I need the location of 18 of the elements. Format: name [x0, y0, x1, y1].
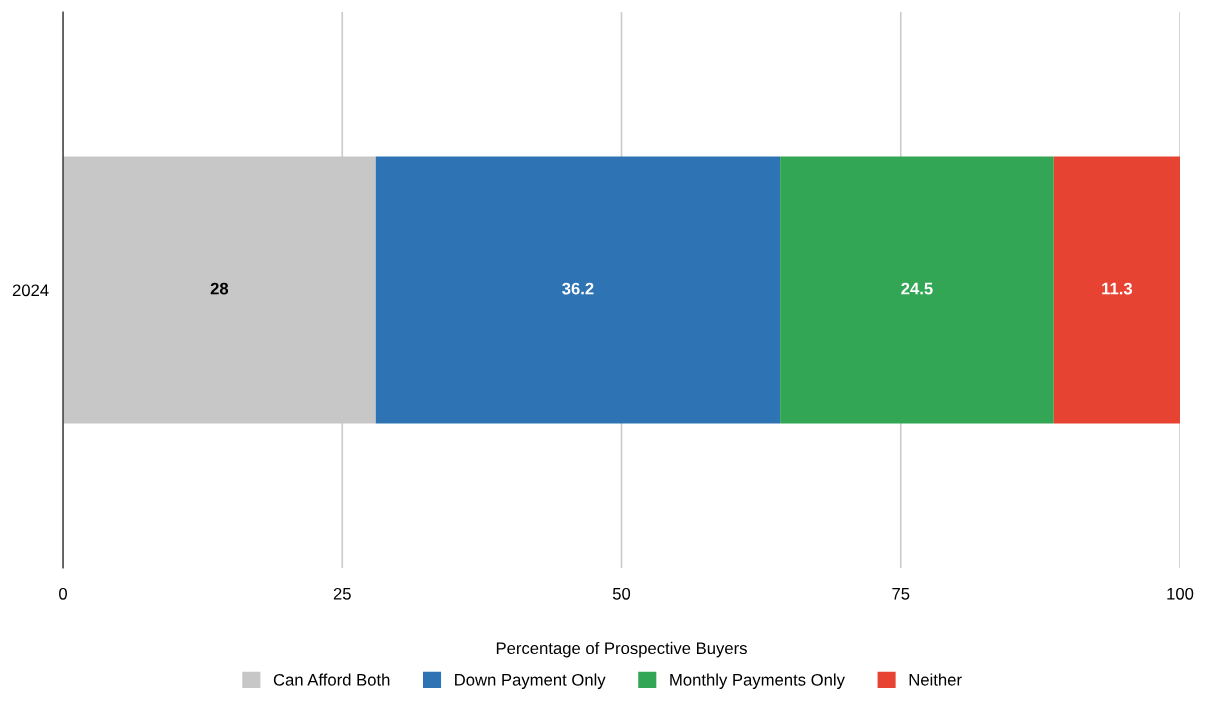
x-axis-title: Percentage of Prospective Buyers	[496, 641, 747, 658]
x-tick-label: 25	[333, 587, 351, 600]
y-tick-label: 2024	[12, 284, 49, 297]
bar	[375, 156, 781, 424]
legend-label: Monthly Payments Only	[670, 673, 845, 689]
x-tick-label: 0	[59, 587, 67, 600]
data-label: 36.2	[562, 282, 594, 295]
x-tick-label: 100	[1167, 587, 1194, 600]
legend-label: Down Payment Only	[455, 673, 606, 689]
bar	[1053, 156, 1180, 424]
legend-label: Can Afford Both	[273, 673, 390, 686]
data-label: 28	[210, 282, 229, 295]
data-label: 24.5	[901, 282, 933, 295]
legend-label: Neither	[909, 673, 962, 686]
bar	[780, 156, 1054, 424]
data-label: 11.3	[1102, 282, 1133, 295]
x-tick-label: 75	[892, 588, 910, 600]
x-tick-label: 50	[612, 587, 631, 600]
